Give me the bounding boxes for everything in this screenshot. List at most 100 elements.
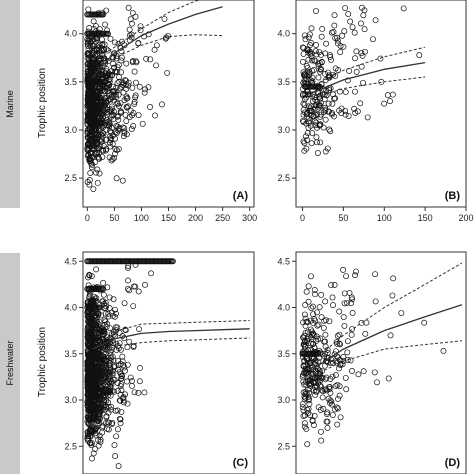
- panel-b-point: [326, 126, 333, 133]
- panel-a-point: [113, 94, 119, 101]
- panel-c-point: [95, 442, 102, 449]
- panel-c-point: [122, 391, 129, 398]
- panel-b-point: [304, 45, 311, 52]
- panel-c-point: [85, 315, 92, 321]
- panel-b-point: [305, 34, 312, 41]
- panel-d-point: [336, 392, 343, 399]
- panel-d-point: [308, 347, 315, 353]
- panel-c-point: [103, 374, 110, 381]
- panel-c: 2.5 3.0 3.5 4.0 4.5 (C): [64, 251, 255, 474]
- panel-a-point: [127, 16, 134, 23]
- panel-b-point: [360, 79, 366, 86]
- panel-d-y-tick-label: 4.0: [277, 303, 290, 313]
- panel-a-tag: (A): [233, 190, 249, 202]
- panel-b-point: [317, 66, 324, 72]
- panel-c-point: [104, 375, 111, 382]
- panel-a-point: [115, 116, 122, 123]
- panel-c-point: [84, 435, 91, 442]
- panel-b-point: [307, 50, 314, 57]
- panel-a-ci-upper: [108, 0, 203, 52]
- panel-c-point: [97, 438, 104, 445]
- panel-b-tag: (B): [445, 190, 461, 202]
- panel-a-point: [92, 159, 99, 166]
- panel-a-point: [90, 47, 97, 54]
- panel-d-point: [302, 362, 309, 369]
- panel-d-point: [387, 332, 394, 339]
- panel-a-point: [115, 146, 122, 153]
- panel-d-point: [327, 397, 334, 404]
- panel-a-point: [90, 121, 97, 128]
- panel-c-y-tick-label: 4.0: [64, 303, 77, 313]
- panel-d-tag: (D): [445, 457, 461, 469]
- panel-a-point: [143, 55, 150, 62]
- panel-c-y-tick-label: 3.5: [64, 349, 77, 359]
- panel-c-point: [86, 272, 93, 279]
- panel-a-point: [153, 62, 160, 69]
- panel-b-point: [332, 65, 339, 72]
- panel-b-point: [315, 60, 322, 67]
- panel-d-point: [331, 281, 338, 288]
- panel-a-point: [103, 146, 110, 152]
- panel-c-point: [130, 303, 137, 309]
- panel-d-point: [323, 418, 330, 425]
- panel-a-point: [109, 60, 116, 67]
- panel-d-point: [301, 350, 308, 357]
- panel-d-point: [342, 374, 349, 381]
- panel-a-point: [103, 106, 110, 113]
- panel-a-point: [88, 149, 95, 156]
- panel-c-point: [118, 346, 124, 353]
- panel-a-point: [86, 133, 93, 140]
- panel-a-point: [98, 136, 105, 143]
- panel-b-x-tick-label: 100: [377, 213, 392, 223]
- panel-a-y-tick-label: 3.0: [64, 125, 77, 135]
- panel-b-point: [332, 95, 339, 102]
- panel-a-point: [93, 77, 100, 84]
- panel-c-point: [123, 378, 130, 385]
- panel-c-point: [117, 420, 124, 427]
- panel-c-point: [84, 433, 91, 440]
- panel-c-point: [98, 353, 105, 360]
- panel-a-point: [133, 58, 139, 65]
- panel-b-point: [352, 109, 359, 116]
- panel-c-point: [109, 344, 115, 351]
- panel-c-point: [132, 261, 139, 268]
- panel-a-point: [89, 124, 96, 131]
- panel-a-point: [119, 82, 126, 89]
- panel-c-ci-lower: [114, 337, 250, 347]
- panel-d-point: [310, 330, 317, 337]
- panel-d-point: [300, 319, 306, 326]
- panel-b-point: [322, 104, 329, 111]
- panel-c-point: [99, 356, 106, 362]
- panel-a-band-point: [104, 30, 111, 37]
- panel-b-x-tick-label: 200: [458, 213, 473, 223]
- panel-d-point: [331, 351, 338, 358]
- panel-d-point: [305, 328, 312, 335]
- panel-c-point: [135, 288, 142, 295]
- panel-b-point: [308, 25, 315, 32]
- panel-c-point: [94, 393, 101, 400]
- panel-c-point: [141, 389, 148, 396]
- panel-d-point: [310, 303, 316, 310]
- panel-d-point: [340, 314, 347, 321]
- panel-a-point: [113, 84, 120, 91]
- panel-d-point: [321, 338, 328, 345]
- panel-a-x-tick-label: 0: [85, 213, 90, 223]
- panel-c-point: [94, 284, 100, 291]
- panel-b-point: [364, 114, 371, 121]
- panel-b-y-tick-label: 3.0: [277, 125, 290, 135]
- panel-a-point: [91, 48, 98, 54]
- panel-c-point: [89, 428, 96, 435]
- panel-c-point: [126, 287, 133, 294]
- panel-a-point: [87, 130, 94, 137]
- panel-b-y-tick-label: 3.5: [277, 77, 290, 87]
- panel-d-point: [440, 348, 447, 354]
- panel-a-point: [119, 124, 126, 131]
- panel-b-point: [315, 74, 322, 81]
- panel-d-point: [344, 356, 351, 363]
- panel-b-point: [303, 145, 310, 152]
- panel-d-point: [355, 371, 362, 378]
- panel-a-point: [107, 128, 114, 134]
- panel-d-point: [307, 273, 314, 280]
- panel-c-point: [129, 382, 135, 389]
- panel-d-point: [327, 359, 334, 366]
